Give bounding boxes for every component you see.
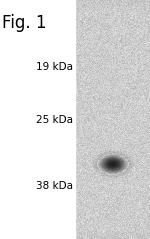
Text: 25 kDa: 25 kDa <box>36 114 74 125</box>
Bar <box>0 0 75 239</box>
Text: 19 kDa: 19 kDa <box>36 62 74 72</box>
Text: Fig. 1: Fig. 1 <box>2 14 46 32</box>
Text: 38 kDa: 38 kDa <box>36 181 74 191</box>
